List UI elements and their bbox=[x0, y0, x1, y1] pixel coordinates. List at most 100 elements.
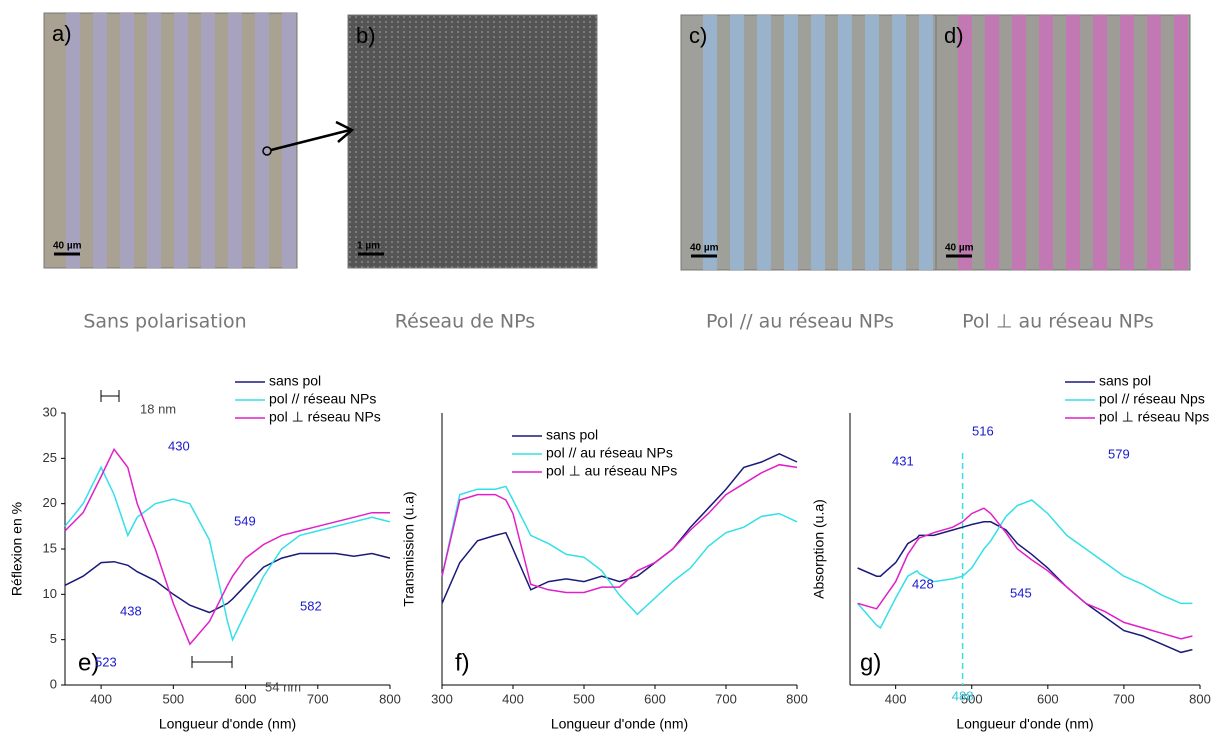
charts: 400 500 600 700 800 0 5 10 15 20 25 30 Longueur d'on… bbox=[9, 373, 1211, 732]
legend-label: sans pol bbox=[546, 427, 598, 443]
legend-label: sans pol bbox=[1099, 373, 1151, 389]
panel-label: f) bbox=[455, 649, 470, 676]
annotation: 516 bbox=[972, 423, 994, 438]
series-line bbox=[857, 521, 1193, 654]
x-tick-label: 400 bbox=[885, 691, 907, 706]
legend-label: pol // réseau Nps bbox=[1099, 391, 1205, 407]
arrow bbox=[270, 128, 351, 152]
series-line bbox=[857, 507, 1193, 640]
series-line bbox=[64, 465, 391, 642]
y-axis-label: Réflexion en % bbox=[9, 502, 25, 596]
legend-label: pol ⊥ réseau Nps bbox=[1099, 409, 1209, 425]
series-line bbox=[441, 485, 798, 616]
panel-label: g) bbox=[860, 649, 881, 676]
stripe bbox=[201, 13, 215, 268]
stripe bbox=[255, 13, 269, 268]
annotation: 545 bbox=[1010, 585, 1032, 600]
stripe bbox=[892, 15, 906, 270]
x-axis-label: Longueur d'onde (nm) bbox=[551, 716, 688, 732]
scale-label: 40 µm bbox=[690, 243, 719, 254]
y-tick-label: 20 bbox=[43, 495, 57, 510]
stripe bbox=[1066, 15, 1080, 270]
series-line bbox=[441, 463, 798, 594]
arrow-head bbox=[335, 120, 355, 143]
y-tick-label: 25 bbox=[43, 450, 57, 465]
micrographs: a) 40 µm Sans polarisation b) 1 µm Réseau de … bbox=[43, 12, 1191, 333]
stripe bbox=[93, 13, 107, 268]
annotation: 431 bbox=[892, 453, 914, 468]
annotation: 438 bbox=[120, 603, 142, 618]
x-tick-label: 400 bbox=[502, 691, 524, 706]
x-tick-label: 800 bbox=[1189, 691, 1211, 706]
x-tick-label: 600 bbox=[235, 691, 257, 706]
x-tick-label: 600 bbox=[1037, 691, 1059, 706]
marker bbox=[262, 146, 272, 156]
annotation: 430 bbox=[168, 438, 190, 453]
y-tick-label: 0 bbox=[50, 676, 57, 691]
x-tick-label: 700 bbox=[307, 691, 329, 706]
panel-label: d) bbox=[944, 23, 964, 48]
stripe bbox=[757, 15, 771, 270]
x-tick-label: 500 bbox=[162, 691, 184, 706]
series-line bbox=[857, 499, 1193, 630]
micrograph bbox=[43, 12, 298, 269]
annotation: 579 bbox=[1108, 446, 1130, 461]
stripe bbox=[282, 13, 296, 268]
annotation: 549 bbox=[234, 513, 256, 528]
x-tick-label: 700 bbox=[715, 691, 737, 706]
stripe bbox=[66, 13, 80, 268]
stripe bbox=[985, 15, 999, 270]
annotation: 18 nm bbox=[140, 401, 176, 416]
panel-label: e) bbox=[78, 649, 99, 676]
x-tick-label: 300 bbox=[431, 691, 453, 706]
x-tick-label: 700 bbox=[1113, 691, 1135, 706]
y-tick-label: 30 bbox=[43, 404, 57, 419]
x-tick-label: 500 bbox=[573, 691, 595, 706]
stripe bbox=[1012, 15, 1026, 270]
panel-label: b) bbox=[356, 23, 376, 48]
annotation: 428 bbox=[912, 576, 934, 591]
stripe bbox=[1174, 15, 1188, 270]
series-line bbox=[64, 552, 391, 614]
caption: Sans polarisation bbox=[83, 311, 246, 333]
x-tick-label: 400 bbox=[90, 691, 112, 706]
x-axis-label: Longueur d'onde (nm) bbox=[956, 716, 1093, 732]
y-tick-label: 10 bbox=[43, 586, 57, 601]
y-tick-label: 5 bbox=[50, 631, 57, 646]
caption: Réseau de NPs bbox=[395, 311, 535, 333]
panel-label: c) bbox=[689, 23, 707, 48]
stripe bbox=[811, 15, 825, 270]
stripe bbox=[703, 15, 717, 270]
y-axis-label: Transmission (u.a) bbox=[401, 491, 417, 606]
legend-label: pol // réseau NPs bbox=[269, 391, 376, 407]
caption: Pol // au réseau NPs bbox=[706, 311, 894, 333]
stripe bbox=[1039, 15, 1053, 270]
stripe bbox=[1093, 15, 1107, 270]
annotation: 523 bbox=[95, 654, 117, 669]
scale-label: 40 µm bbox=[53, 241, 82, 252]
scale-label: 40 µm bbox=[945, 243, 974, 254]
x-tick-label: 500 bbox=[961, 691, 983, 706]
stripe bbox=[919, 15, 933, 270]
stripe bbox=[730, 15, 744, 270]
x-tick-label: 800 bbox=[379, 691, 401, 706]
annotation: 54 nm bbox=[265, 679, 301, 694]
scale-label: 1 µm bbox=[357, 241, 380, 252]
annotation: 582 bbox=[300, 598, 322, 613]
x-axis-label: Longueur d'onde (nm) bbox=[159, 716, 296, 732]
stripe bbox=[147, 13, 161, 268]
legend-label: pol ⊥ au réseau NPs bbox=[546, 463, 677, 479]
panel-label: a) bbox=[52, 21, 72, 46]
stripe bbox=[228, 13, 242, 268]
stripe bbox=[1120, 15, 1134, 270]
stripe bbox=[865, 15, 879, 270]
stripe bbox=[784, 15, 798, 270]
stripe bbox=[958, 15, 972, 270]
series-line bbox=[64, 447, 390, 646]
caption: Pol ⊥ au réseau NPs bbox=[962, 311, 1154, 333]
stripe bbox=[838, 15, 852, 270]
series-line bbox=[441, 452, 798, 604]
x-tick-label: 800 bbox=[786, 691, 808, 706]
legend-label: pol ⊥ réseau NPs bbox=[269, 409, 381, 425]
